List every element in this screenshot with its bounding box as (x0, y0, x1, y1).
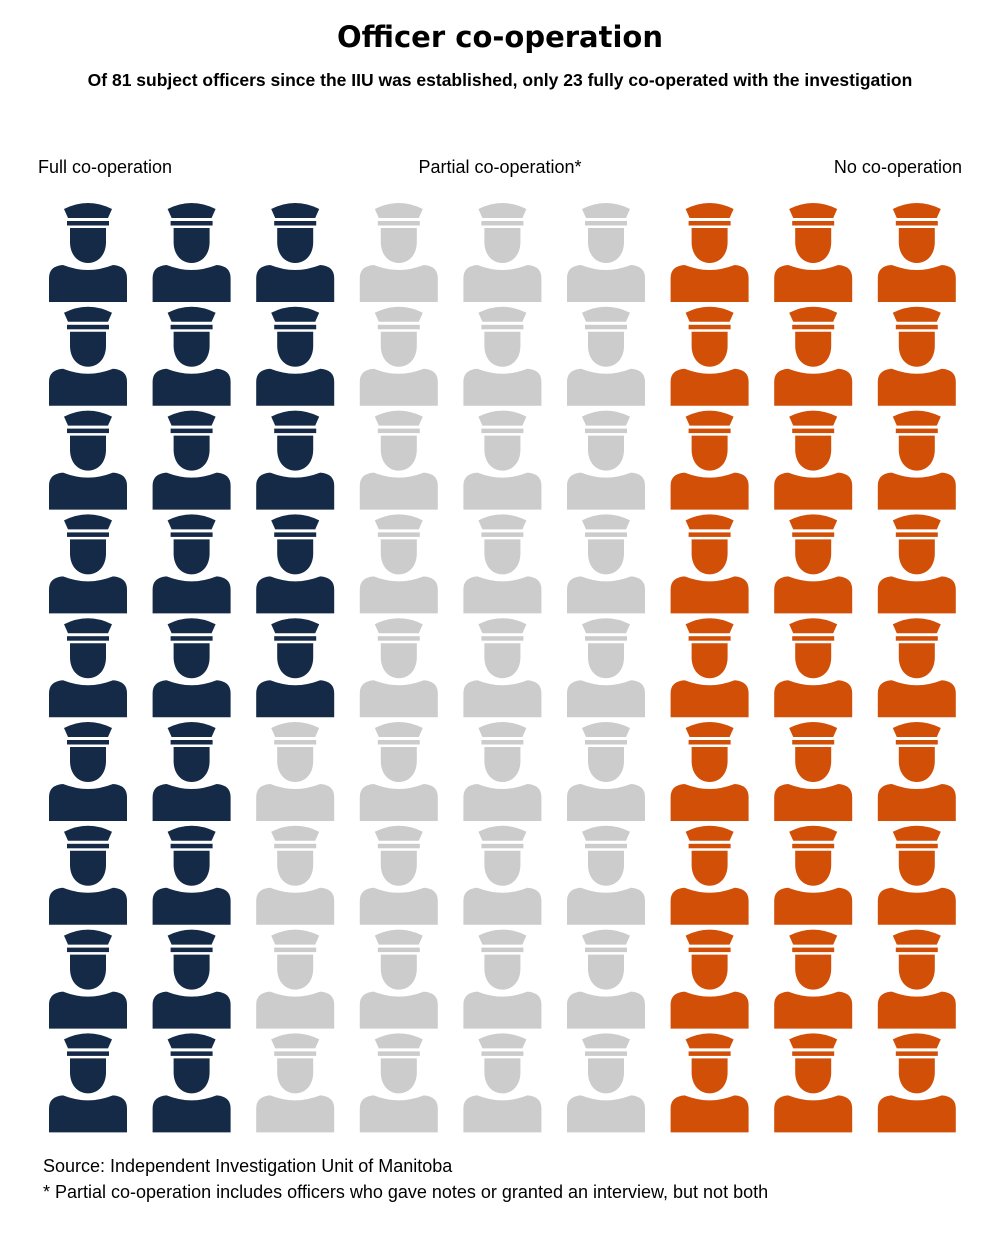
officer-icon (670, 203, 749, 302)
officer-icon (152, 618, 231, 718)
officer-icon (152, 306, 231, 406)
officer-icon (359, 410, 438, 510)
officer-icon (567, 722, 645, 821)
officer-icon (256, 722, 335, 821)
officer-icon (49, 203, 127, 302)
officer-icon (359, 618, 438, 718)
officer-icon (774, 306, 853, 406)
officer-icon (359, 722, 438, 821)
officer-icon (670, 1033, 749, 1133)
officer-icon (774, 825, 853, 925)
officer-icon (774, 929, 853, 1029)
officer-icon (256, 410, 335, 510)
officer-icon (49, 722, 127, 821)
officer-icon (359, 825, 438, 925)
officer-icon (49, 410, 127, 510)
officer-icon (256, 618, 335, 718)
footnote: * Partial co-operation includes officers… (43, 1182, 769, 1202)
officer-icon (359, 306, 438, 406)
officer-icon (49, 929, 127, 1029)
officer-icon (256, 1033, 335, 1133)
officer-icon (359, 929, 438, 1029)
officer-icon (256, 825, 335, 925)
officer-icon (877, 410, 956, 510)
officer-icon (463, 203, 542, 302)
officer-icon (256, 514, 335, 614)
officer-icon (670, 722, 749, 821)
officer-icon (877, 722, 956, 821)
officer-icon (670, 929, 749, 1029)
officer-icon (49, 306, 127, 406)
officer-icon (774, 618, 853, 718)
officer-icon (152, 825, 231, 925)
officer-icon (49, 825, 127, 925)
officer-icon (359, 514, 438, 614)
officer-icon (152, 410, 231, 510)
chart-title: Officer co-operation (337, 20, 663, 54)
officer-icon (359, 203, 438, 302)
officer-icon (877, 1033, 956, 1133)
officer-icon (877, 514, 956, 614)
officer-icon (463, 410, 542, 510)
officer-icon (152, 929, 231, 1029)
officer-icon (152, 722, 231, 821)
source-note: Source: Independent Investigation Unit o… (43, 1156, 453, 1176)
officer-icon (256, 306, 335, 406)
officer-icon (567, 410, 645, 510)
officer-icon (774, 203, 853, 302)
legend-no-cooperation: No co-operation (833, 157, 962, 177)
officer-icon (152, 514, 231, 614)
officer-icon (567, 1033, 645, 1133)
officer-icon (567, 514, 645, 614)
officer-icon (774, 410, 853, 510)
officer-icon (567, 203, 645, 302)
officer-icon (670, 410, 749, 510)
legend-partial-cooperation: Partial co-operation* (418, 157, 582, 177)
officer-icon (877, 306, 956, 406)
officer-icon (877, 929, 956, 1029)
officer-icon (567, 306, 645, 406)
officer-icon (463, 306, 542, 406)
officer-icon (670, 825, 749, 925)
chart-subtitle: Of 81 subject officers since the IIU was… (87, 70, 913, 90)
officer-icon (774, 722, 853, 821)
officer-icon (463, 1033, 542, 1133)
officer-icon (877, 618, 956, 718)
officer-icon (463, 929, 542, 1029)
officer-icon (256, 203, 335, 302)
officer-icon (670, 306, 749, 406)
officer-icon (877, 825, 956, 925)
officer-icon (774, 514, 853, 614)
officer-icon (463, 514, 542, 614)
officer-icon (567, 618, 645, 718)
officer-icon (567, 929, 645, 1029)
officer-icon (463, 618, 542, 718)
officer-icon (152, 203, 231, 302)
officer-icon (463, 825, 542, 925)
officer-icon (774, 1033, 853, 1133)
officer-icon (567, 825, 645, 925)
officer-icon (152, 1033, 231, 1133)
officer-icon (49, 618, 127, 718)
officer-icon (463, 722, 542, 821)
officer-icon (49, 1033, 127, 1133)
legend-full-cooperation: Full co-operation (38, 157, 173, 177)
officer-icon (359, 1033, 438, 1133)
officer-icon (256, 929, 335, 1029)
officer-icon (49, 514, 127, 614)
officer-icon (670, 514, 749, 614)
officer-icon (670, 618, 749, 718)
officer-icon (877, 203, 956, 302)
